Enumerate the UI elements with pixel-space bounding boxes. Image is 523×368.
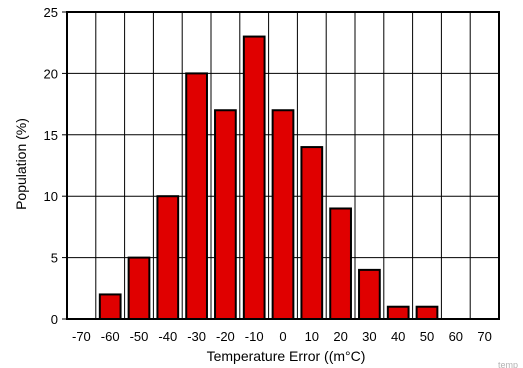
x-tick-label: -60 (101, 329, 120, 344)
x-tick-label: 30 (362, 329, 376, 344)
x-tick-label: 10 (305, 329, 319, 344)
bar--30 (185, 72, 208, 321)
x-tick-label: -40 (158, 329, 177, 344)
y-tick-label: 10 (44, 189, 58, 204)
x-tick-label: -30 (187, 329, 206, 344)
y-tick-label: 20 (44, 66, 58, 81)
y-axis-ticks: 0 5 10 15 20 25 (44, 5, 67, 327)
bar--20 (214, 109, 237, 320)
x-axis-title: Temperature Error ((m°C) (207, 348, 366, 364)
bar-0 (271, 109, 295, 320)
y-tick-label: 0 (51, 312, 58, 327)
x-tick-label: -10 (245, 329, 264, 344)
bar-10 (300, 146, 324, 320)
bar-40 (386, 305, 410, 321)
y-tick-label: 5 (51, 251, 58, 266)
y-tick-label: 25 (44, 5, 58, 20)
x-tick-label: -70 (72, 329, 91, 344)
x-axis-ticks: -70 -60 -50 -40 -30 -20 -10 0 10 20 30 40 50 60 70 (72, 329, 492, 344)
bar-50 (415, 305, 439, 321)
bar--60 (98, 293, 122, 321)
bar--50 (127, 256, 151, 321)
x-tick-label: 0 (279, 329, 286, 344)
x-tick-label: -20 (216, 329, 235, 344)
watermark-text: temp (498, 360, 518, 368)
x-tick-label: -50 (130, 329, 149, 344)
x-tick-label: 40 (391, 329, 405, 344)
y-axis-title: Population (%) (13, 118, 29, 210)
bar-30 (358, 268, 381, 321)
x-tick-label: 50 (420, 329, 434, 344)
bar--10 (242, 35, 266, 321)
bar--40 (156, 195, 180, 320)
x-tick-label: 60 (449, 329, 463, 344)
x-tick-label: 70 (477, 329, 491, 344)
bar-20 (329, 207, 352, 320)
plot-frame (66, 11, 500, 320)
y-tick-label: 15 (44, 128, 58, 143)
x-tick-label: 20 (333, 329, 347, 344)
